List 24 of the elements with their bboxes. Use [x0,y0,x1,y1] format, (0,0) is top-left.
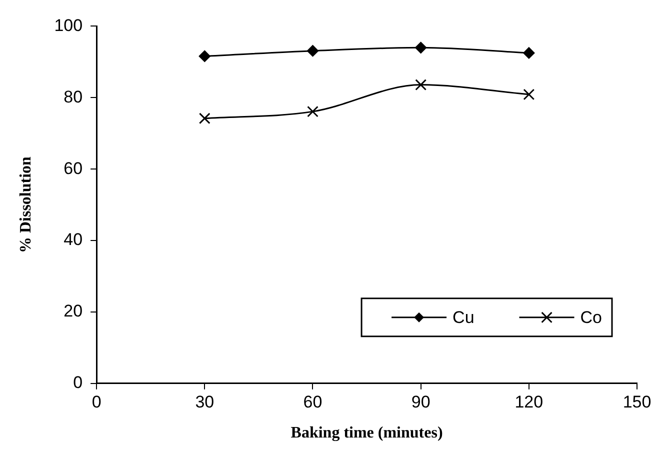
x-tick-label: 150 [622,392,652,412]
point [415,79,427,90]
x-tick-label: 90 [411,392,430,412]
legend-label: Co [580,308,602,328]
point [198,112,210,124]
y-tick-label: 60 [64,158,83,178]
y-tick-label: 20 [64,302,83,321]
y-axis-title: % Dissolution [18,156,35,254]
y-tick-label: 100 [54,16,83,35]
point [307,106,318,118]
y-tick-label: 40 [64,230,83,250]
x-tick-label: 0 [92,392,102,412]
x-tick-label: 60 [303,392,322,412]
x-axis-title: Baking time (minutes) [290,424,443,442]
point [523,88,535,100]
point [415,42,427,54]
y-tick-label: 0 [73,373,83,392]
point [523,47,535,59]
point [306,45,318,57]
x-tick-label: 30 [195,392,214,412]
x-tick-label: 120 [514,392,544,412]
y-tick-label: 80 [64,87,83,106]
legend-label: Cu [452,308,474,328]
point [198,50,210,62]
